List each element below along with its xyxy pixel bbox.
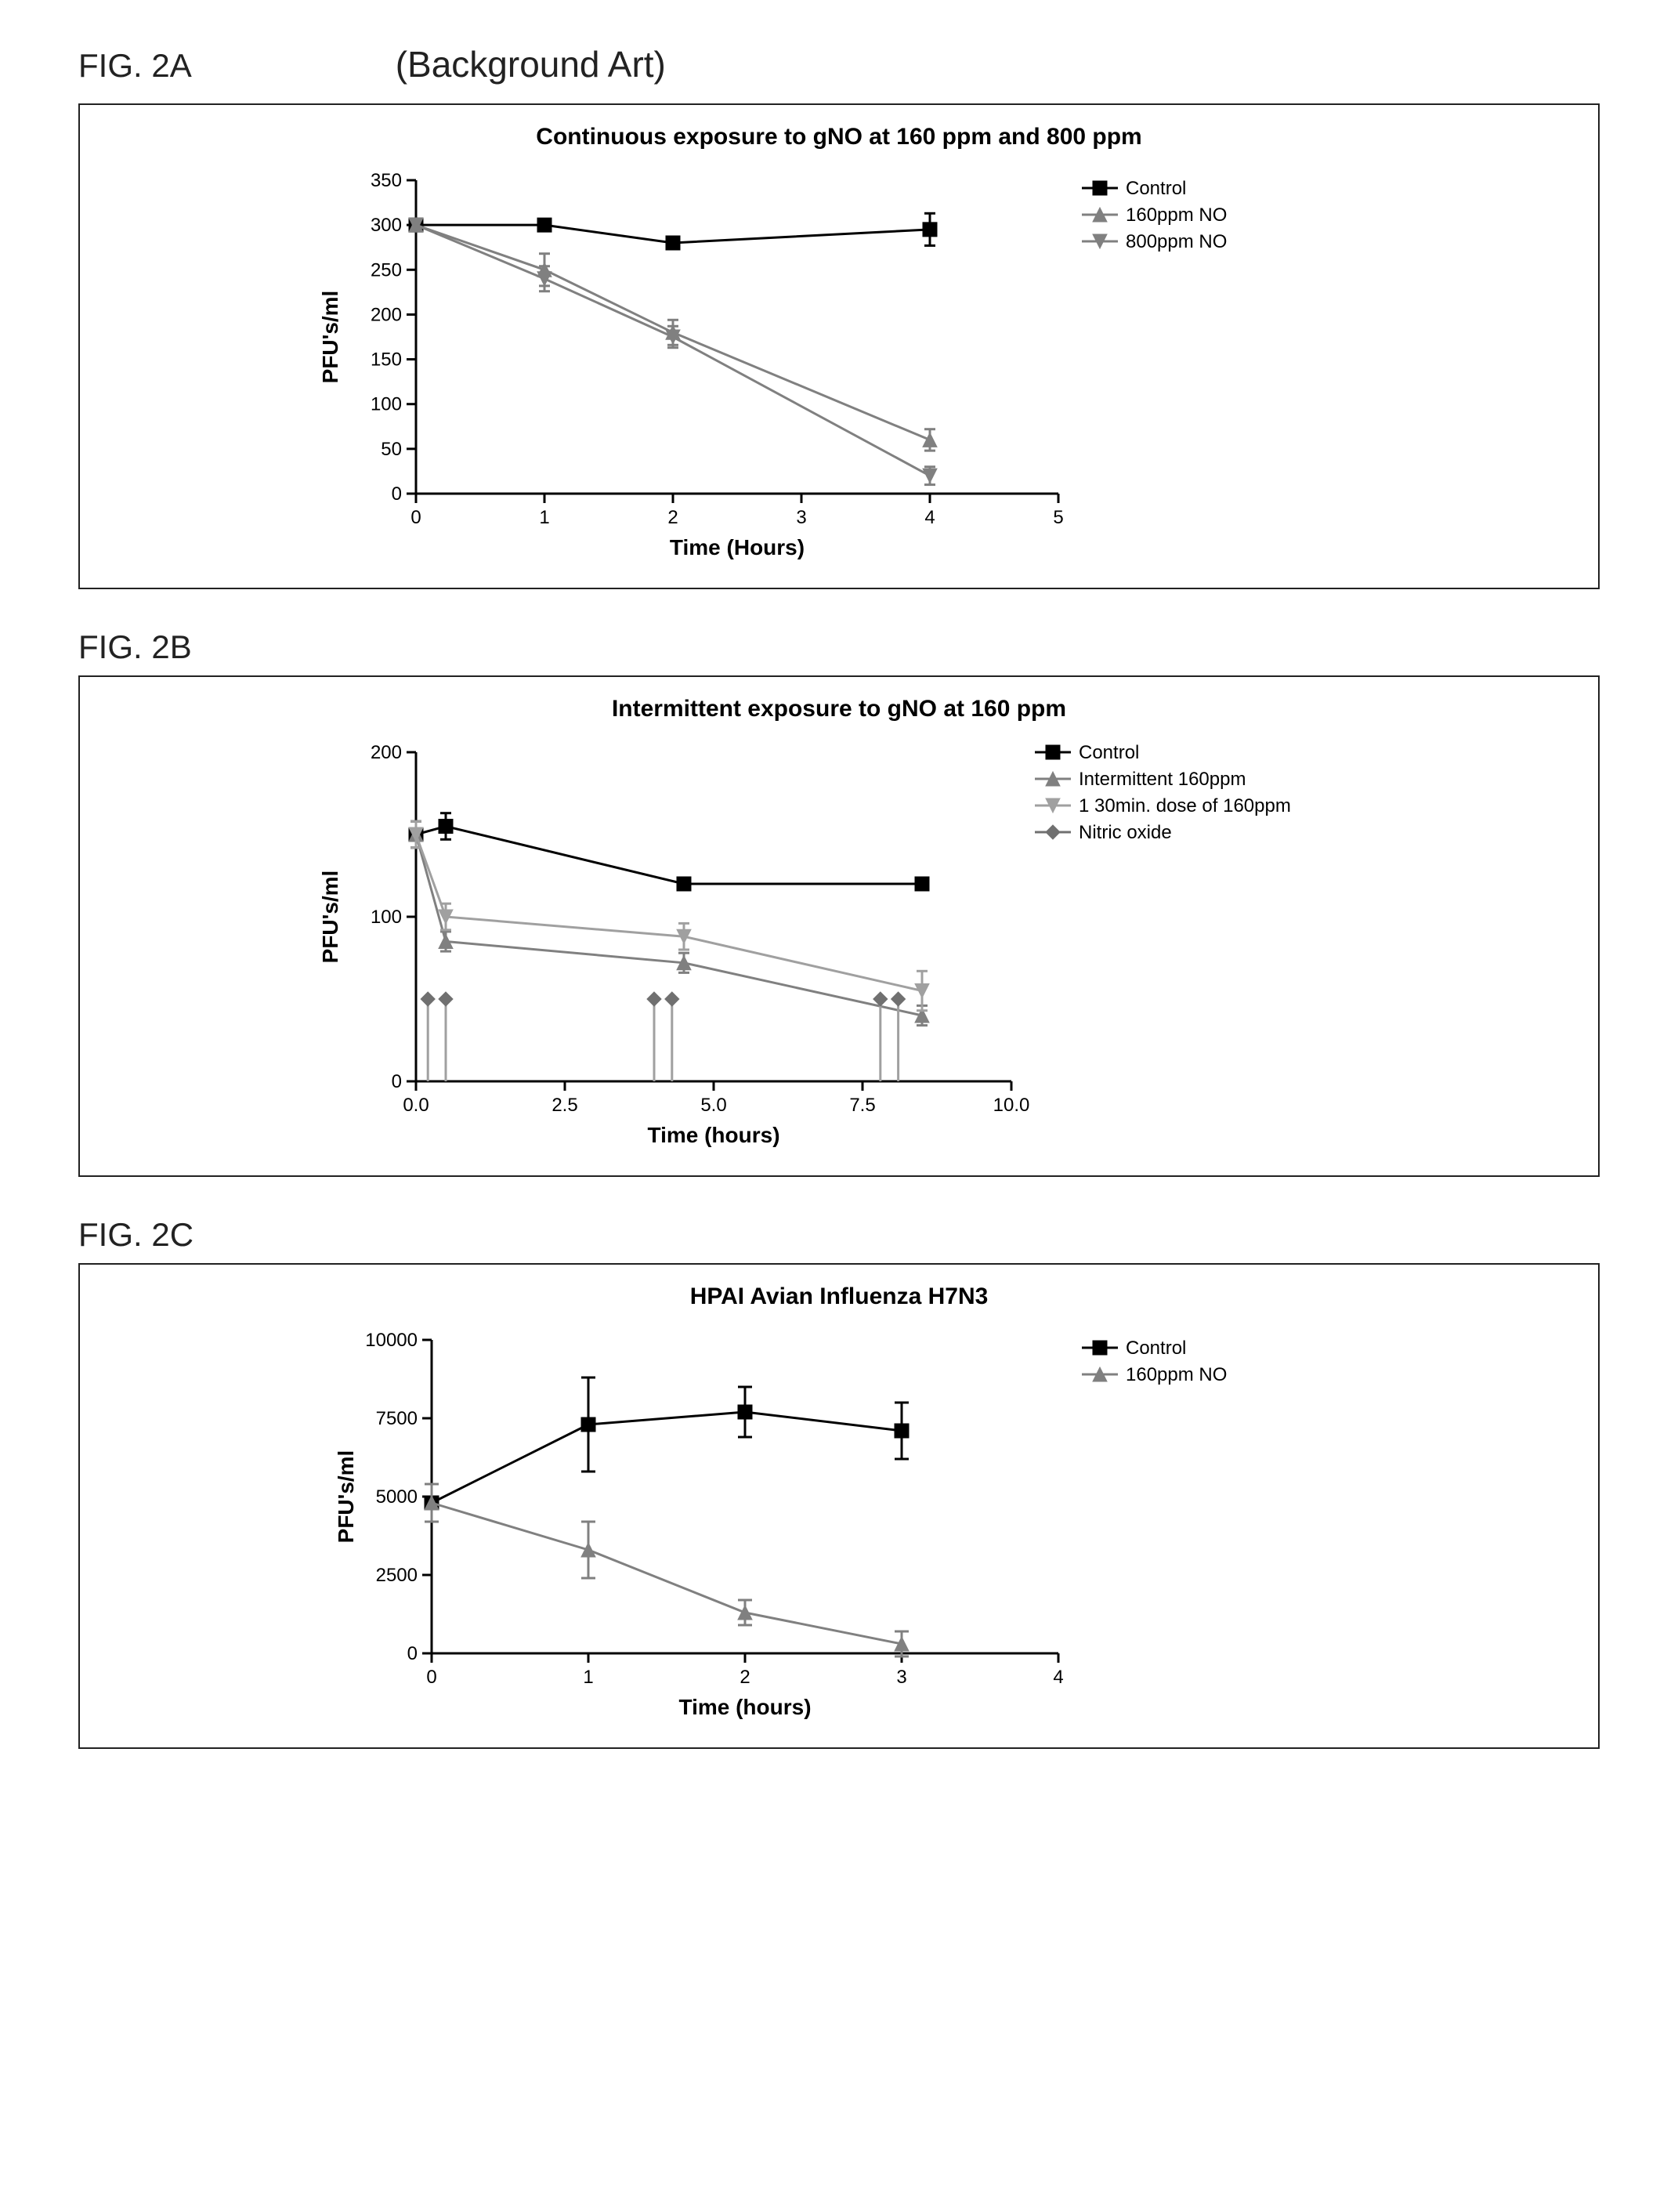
svg-text:50: 50 (381, 439, 402, 460)
panel-2b: Intermittent exposure to gNO at 160 ppm … (78, 675, 1600, 1177)
figure-label-2b: FIG. 2B (78, 628, 1631, 666)
svg-text:5000: 5000 (376, 1486, 418, 1508)
svg-text:PFU's/ml: PFU's/ml (334, 1450, 358, 1544)
figure-label-2c: FIG. 2C (78, 1216, 1631, 1254)
svg-text:2500: 2500 (376, 1565, 418, 1586)
svg-text:Intermittent 160ppm: Intermittent 160ppm (1079, 769, 1246, 790)
svg-text:160ppm NO: 160ppm NO (1126, 1364, 1227, 1385)
svg-text:150: 150 (371, 349, 402, 371)
svg-text:Control: Control (1126, 1338, 1186, 1359)
page-header: FIG. 2A (Background Art) (47, 31, 1631, 94)
svg-text:0: 0 (407, 1643, 418, 1664)
svg-text:2: 2 (667, 507, 678, 528)
svg-text:4: 4 (924, 507, 935, 528)
svg-text:Control: Control (1126, 178, 1186, 199)
svg-text:Control: Control (1079, 742, 1139, 763)
svg-text:Time (hours): Time (hours) (647, 1123, 779, 1147)
svg-text:3: 3 (896, 1667, 906, 1688)
svg-text:0: 0 (392, 1071, 402, 1092)
svg-text:PFU's/ml: PFU's/ml (318, 291, 342, 384)
svg-text:160ppm NO: 160ppm NO (1126, 205, 1227, 226)
svg-text:4: 4 (1053, 1667, 1063, 1688)
background-art-label: (Background Art) (396, 43, 666, 85)
chart-2a: 0 50 100 150 200 250 300 350 0 1 2 3 4 5 PFU's/ml Time … (291, 157, 1387, 564)
svg-text:1 30min. dose of 160ppm: 1 30min. dose of 160ppm (1079, 795, 1291, 816)
figure-label-2a: FIG. 2A (78, 47, 192, 85)
svg-text:350: 350 (371, 170, 402, 191)
svg-text:200: 200 (371, 304, 402, 325)
svg-text:7500: 7500 (376, 1408, 418, 1429)
chart-title-2a: Continuous exposure to gNO at 160 ppm an… (99, 124, 1579, 150)
svg-text:5.0: 5.0 (700, 1095, 726, 1116)
svg-text:0: 0 (426, 1667, 436, 1688)
chart-title-2b: Intermittent exposure to gNO at 160 ppm (99, 696, 1579, 722)
panel-2a: Continuous exposure to gNO at 160 ppm an… (78, 103, 1600, 589)
svg-text:1: 1 (583, 1667, 593, 1688)
svg-text:7.5: 7.5 (849, 1095, 875, 1116)
svg-text:5: 5 (1053, 507, 1063, 528)
svg-text:Nitric oxide: Nitric oxide (1079, 822, 1172, 843)
svg-text:10000: 10000 (365, 1330, 418, 1351)
svg-text:1: 1 (539, 507, 549, 528)
chart-title-2c: HPAI Avian Influenza H7N3 (99, 1283, 1579, 1310)
svg-text:800ppm NO: 800ppm NO (1126, 231, 1227, 252)
svg-text:200: 200 (371, 742, 402, 763)
svg-text:PFU's/ml: PFU's/ml (318, 871, 342, 964)
svg-text:100: 100 (371, 907, 402, 928)
svg-text:2.5: 2.5 (551, 1095, 577, 1116)
chart-2c: 0 2500 5000 7500 10000 0 1 2 3 4 PFU's/ml Time (hou… (291, 1316, 1387, 1724)
svg-text:0: 0 (410, 507, 421, 528)
svg-text:0.0: 0.0 (403, 1095, 429, 1116)
svg-text:300: 300 (371, 215, 402, 236)
svg-text:250: 250 (371, 259, 402, 281)
svg-text:10.0: 10.0 (993, 1095, 1030, 1116)
svg-text:2: 2 (740, 1667, 750, 1688)
panel-2c: HPAI Avian Influenza H7N3 0 2500 5000 7500 1… (78, 1263, 1600, 1749)
svg-text:Time (Hours): Time (Hours) (670, 535, 805, 559)
svg-text:Time (hours): Time (hours) (678, 1695, 811, 1719)
svg-text:3: 3 (796, 507, 806, 528)
chart-2b: 0 100 200 0.0 2.5 5.0 7.5 10.0 PFU's/ml Time (hou… (291, 729, 1387, 1152)
svg-text:100: 100 (371, 394, 402, 415)
svg-text:0: 0 (392, 483, 402, 505)
